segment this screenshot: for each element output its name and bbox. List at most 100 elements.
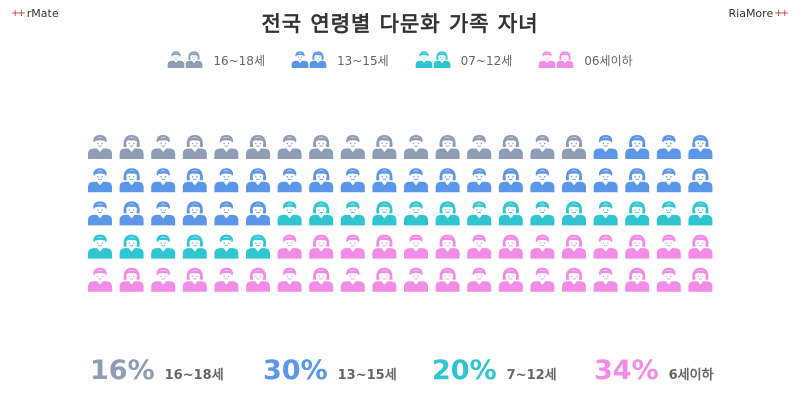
summary-percent: 16%	[90, 355, 155, 386]
person-icon	[467, 234, 492, 259]
person-icon	[119, 234, 144, 259]
summary-percent: 30%	[263, 355, 328, 386]
chart-title: 전국 연령별 다문화 가족 자녀	[261, 12, 539, 36]
brand-logo-right: RiaMore + +	[728, 7, 790, 20]
person-icon	[182, 168, 207, 193]
person-icon	[119, 201, 144, 226]
person-icon	[151, 234, 176, 259]
legend-people-icon	[167, 50, 203, 71]
person-icon	[562, 168, 586, 193]
person-icon	[562, 201, 586, 226]
person-icon	[688, 267, 713, 292]
person-icon	[404, 267, 428, 292]
person-icon	[119, 168, 144, 193]
person-icon	[277, 201, 302, 226]
person-icon	[88, 234, 112, 259]
person-icon	[530, 168, 555, 193]
person-icon	[656, 135, 681, 159]
person-icon	[182, 234, 207, 259]
person-icon	[277, 168, 302, 193]
person-icon	[530, 267, 555, 292]
person-icon	[498, 267, 523, 292]
summary-label: 16~18세	[164, 368, 224, 383]
person-icon	[214, 267, 239, 292]
person-icon	[340, 201, 365, 226]
person-icon	[593, 201, 618, 226]
person-icon	[309, 168, 334, 193]
person-icon	[688, 201, 713, 226]
person-icon	[625, 168, 650, 193]
person-icon	[119, 267, 144, 292]
person-icon	[593, 267, 618, 292]
person-icon	[151, 135, 176, 159]
person-icon	[214, 234, 239, 259]
summary-item: 30% 13~15세	[263, 355, 397, 386]
legend-label: 07~12세	[460, 54, 513, 68]
person-icon	[119, 135, 144, 159]
summary-label: 7~12세	[506, 368, 557, 383]
person-icon	[246, 201, 270, 226]
summary-item: 34% 6세이하	[594, 355, 714, 386]
legend-item[interactable]: 16~18세	[167, 50, 265, 71]
person-icon	[309, 135, 334, 159]
person-icon	[404, 168, 428, 193]
person-icon	[498, 234, 523, 259]
person-icon	[372, 135, 397, 159]
person-icon	[656, 234, 681, 259]
person-icon	[435, 135, 460, 159]
legend-item[interactable]: 06세이하	[538, 50, 633, 71]
person-icon	[625, 201, 650, 226]
person-icon	[340, 168, 365, 193]
summary-percent: 20%	[432, 355, 497, 386]
person-icon	[151, 168, 176, 193]
person-icon	[498, 135, 523, 159]
person-icon	[625, 135, 650, 159]
person-icon	[593, 168, 618, 193]
person-icon	[498, 168, 523, 193]
person-icon	[214, 135, 239, 159]
person-icon	[246, 168, 270, 193]
person-icon	[625, 267, 650, 292]
person-icon	[435, 168, 460, 193]
person-icon	[593, 135, 618, 159]
legend-label: 06세이하	[584, 54, 633, 68]
summary-item: 20% 7~12세	[432, 355, 557, 386]
person-icon	[151, 201, 176, 226]
person-icon	[372, 201, 397, 226]
person-icon	[688, 234, 713, 259]
person-icon	[372, 234, 397, 259]
person-icon	[656, 267, 681, 292]
person-icon	[530, 135, 555, 159]
person-icon	[309, 267, 334, 292]
person-icon	[246, 234, 270, 259]
chart-legend: 16~18세 13~15세 07~12세 06세이하	[0, 50, 800, 71]
person-icon	[246, 267, 270, 292]
person-icon	[593, 234, 618, 259]
legend-people-icon	[291, 50, 327, 71]
summary-percent: 34%	[594, 355, 659, 386]
person-icon	[435, 234, 460, 259]
person-icon	[151, 267, 176, 292]
person-icon	[498, 201, 523, 226]
person-icon	[467, 168, 492, 193]
person-icon	[467, 201, 492, 226]
person-icon	[246, 135, 270, 159]
person-icon	[88, 135, 112, 159]
person-icon	[340, 135, 365, 159]
summary-label: 6세이하	[668, 368, 714, 383]
summary-label: 13~15세	[337, 368, 397, 383]
person-icon	[530, 201, 555, 226]
legend-people-icon	[415, 50, 451, 71]
person-icon	[688, 168, 713, 193]
person-icon	[404, 201, 428, 226]
legend-item[interactable]: 13~15세	[291, 50, 389, 71]
legend-people-icon	[538, 50, 574, 71]
person-icon	[656, 201, 681, 226]
legend-label: 16~18세	[213, 54, 265, 68]
person-icon	[467, 135, 492, 159]
person-icon	[309, 234, 334, 259]
person-icon	[404, 135, 428, 159]
person-icon	[340, 234, 365, 259]
legend-item[interactable]: 07~12세	[415, 50, 513, 71]
person-icon	[562, 267, 586, 292]
